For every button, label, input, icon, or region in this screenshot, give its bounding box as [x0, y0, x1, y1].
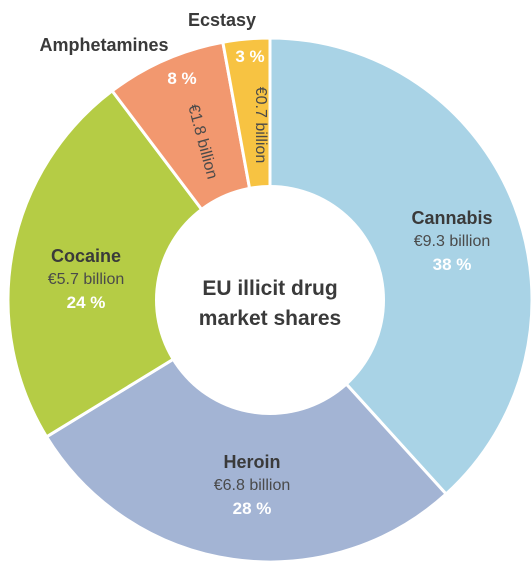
slice-label-heroin-name: Heroin: [223, 452, 280, 472]
slice-label-ecstasy-percent: 3 %: [235, 47, 264, 66]
slice-label-cocaine-percent: 24 %: [67, 293, 106, 312]
slice-label-ecstasy-value: €0.7 billion: [252, 87, 269, 164]
slice-cannabis: [268, 36, 532, 497]
slice-cocaine: [6, 88, 273, 439]
slice-label-heroin-value: €6.8 billion: [214, 477, 291, 494]
slice-label-ecstasy-name: Ecstasy: [188, 10, 256, 30]
slice-label-cannabis-value: €9.3 billion: [414, 233, 491, 250]
chart-slices: [6, 36, 532, 564]
slice-label-cocaine-name: Cocaine: [51, 246, 121, 266]
slice-heroin: [44, 298, 449, 564]
slice-label-cannabis-percent: 38 %: [433, 255, 472, 274]
donut-hole: [155, 185, 385, 415]
chart-title-line-1: EU illicit drug: [202, 277, 337, 300]
slice-label-amphetamines-name: Amphetamines: [39, 35, 168, 55]
chart-title-line-2: market shares: [199, 307, 341, 330]
slice-label-cannabis-name: Cannabis: [411, 208, 492, 228]
slice-label-amphetamines-percent: 8 %: [167, 69, 196, 88]
slice-label-heroin-percent: 28 %: [233, 499, 272, 518]
slice-label-cocaine-value: €5.7 billion: [48, 271, 125, 288]
